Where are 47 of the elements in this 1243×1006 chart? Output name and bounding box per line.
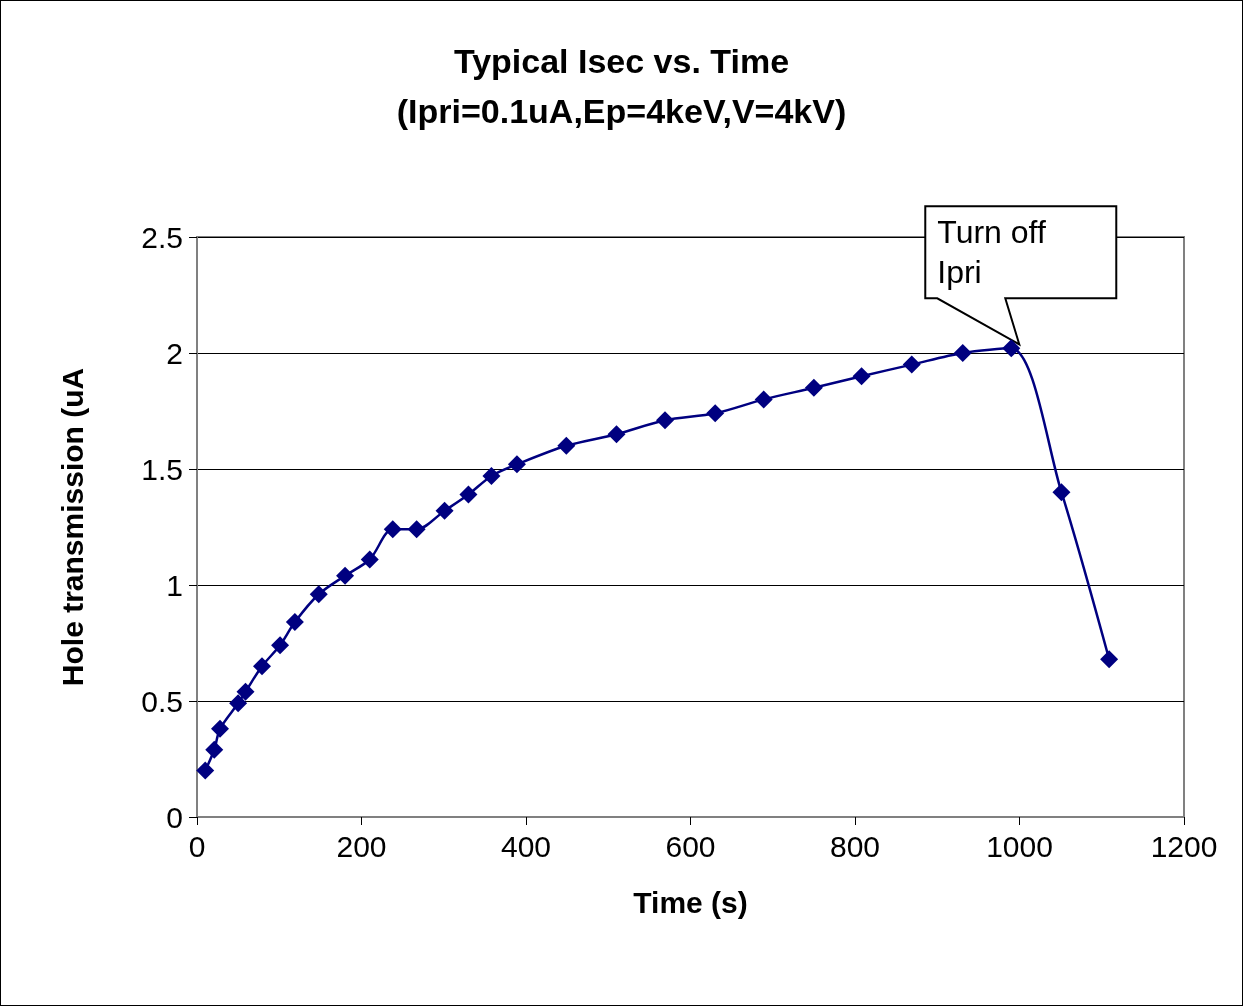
x-tick-label: 1000 <box>986 829 1053 863</box>
point <box>407 520 426 539</box>
point <box>852 367 871 386</box>
y-tick-label: 1 <box>166 568 183 602</box>
y-tick-label: 0.5 <box>141 684 183 718</box>
x-tick-label: 200 <box>336 829 387 863</box>
point <box>953 344 972 362</box>
point <box>229 694 248 713</box>
point <box>482 466 501 485</box>
y-tick-label: 0 <box>166 800 183 834</box>
y-tick-label: 2.5 <box>141 220 183 254</box>
point <box>360 550 379 569</box>
y-axis-title: Hole transmission (uA <box>55 367 89 687</box>
point <box>656 411 674 430</box>
annotation: Turn off Ipri <box>937 214 1055 291</box>
point <box>1100 650 1119 669</box>
x-axis-title: Time (s) <box>633 885 748 919</box>
point <box>271 636 290 655</box>
x-tick-label: 800 <box>829 829 881 863</box>
point <box>336 566 355 585</box>
point <box>252 657 271 676</box>
point <box>205 740 224 759</box>
point <box>902 355 921 374</box>
point <box>309 585 328 604</box>
x-tick-label: 0 <box>188 829 206 863</box>
point <box>236 682 255 701</box>
point <box>211 719 230 738</box>
point <box>196 761 215 780</box>
y-tick-label: 1.5 <box>141 452 183 486</box>
x-tick-label: 400 <box>500 829 552 863</box>
point <box>1052 483 1071 502</box>
point <box>459 485 478 504</box>
point <box>285 613 304 632</box>
x-tick-label: 600 <box>665 829 716 863</box>
y-tick-label: 2 <box>166 336 183 370</box>
point <box>1002 339 1021 358</box>
point <box>804 378 823 397</box>
point <box>706 404 725 423</box>
chart-subtitle: (Ipri=0.1uA,Ep=4keV,V=4kV) <box>396 92 847 130</box>
point <box>383 520 402 539</box>
point <box>557 436 576 455</box>
point <box>754 390 773 409</box>
point <box>435 501 454 520</box>
point <box>507 455 526 474</box>
point <box>607 425 626 444</box>
x-tick-label: 1200 <box>1150 829 1218 863</box>
chart-title: Typical Isec vs. Time <box>453 42 790 80</box>
